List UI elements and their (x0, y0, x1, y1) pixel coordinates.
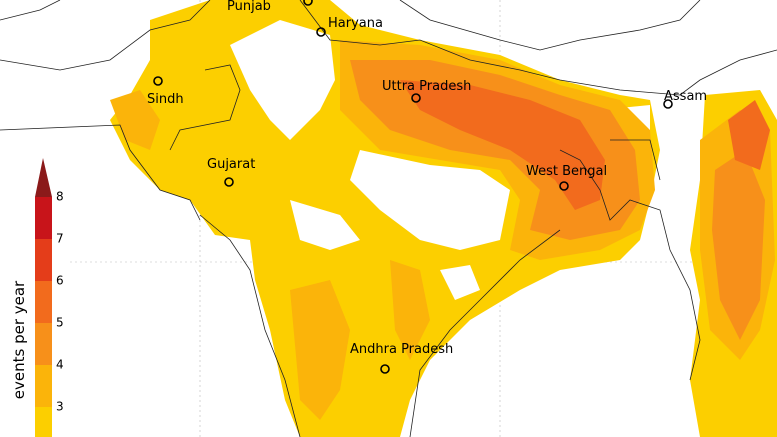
level-3 (110, 90, 160, 150)
level-4 (712, 150, 765, 340)
colorbar-tick-label: 3 (56, 400, 64, 414)
colorbar-tick-label: 7 (56, 232, 64, 246)
level-3 (390, 260, 430, 360)
place-label: Uttra Pradesh (382, 79, 471, 94)
level-5 (400, 80, 605, 210)
colorbar-band (35, 197, 52, 239)
colorbar-tick-label: 4 (56, 358, 64, 372)
place-label: Sindh (147, 92, 184, 107)
no-data (290, 200, 360, 250)
place-marker (559, 181, 569, 191)
place-label: West Bengal (526, 164, 607, 179)
place-label: Haryana (328, 16, 383, 31)
place-label: Andhra Pradesh (350, 342, 453, 357)
colorbar-band (35, 407, 52, 437)
no-data (440, 265, 480, 300)
place-marker (663, 99, 673, 109)
colorbar-tick-label: 8 (56, 190, 64, 204)
no-data (230, 20, 335, 140)
place-label: Gujarat (207, 157, 255, 172)
place-marker (411, 93, 421, 103)
place-label: Punjab (227, 0, 271, 14)
colorbar: 3 4 5 6 7 8 events per year (0, 150, 70, 437)
colorbar-title: events per year (10, 280, 28, 399)
colorbar-band (35, 281, 52, 323)
place-marker (224, 177, 234, 187)
level-3 (290, 280, 350, 420)
colorbar-extend (35, 158, 52, 197)
colorbar-band (35, 323, 52, 365)
colorbar-tick-label: 6 (56, 274, 64, 288)
place-marker (316, 27, 326, 37)
colorbar-tick-label: 5 (56, 316, 64, 330)
place-label: Assam (664, 89, 707, 104)
heat-field (110, 0, 777, 437)
place-marker (380, 364, 390, 374)
colorbar-band (35, 239, 52, 281)
no-data (350, 150, 510, 250)
place-marker (153, 76, 163, 86)
level-5 (728, 100, 770, 170)
place-marker (303, 0, 313, 6)
colorbar-band (35, 365, 52, 407)
places: Punjab Haryana Sindh Uttra Pradesh Assam… (147, 0, 707, 374)
